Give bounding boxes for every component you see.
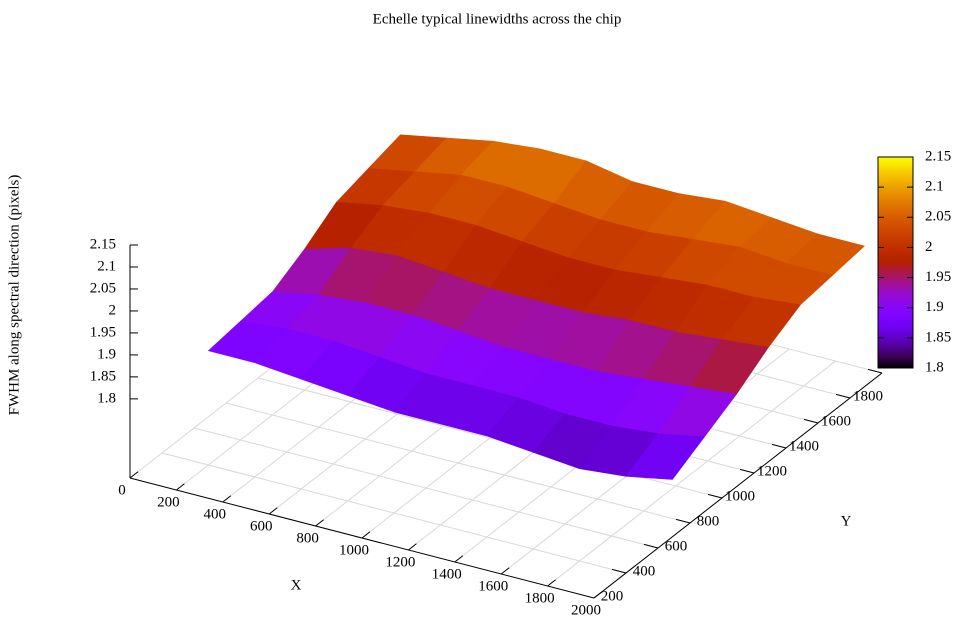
x-tick-label: 600 bbox=[250, 518, 273, 534]
x-tick bbox=[408, 543, 417, 551]
colorbar-tick-label: 1.85 bbox=[925, 329, 951, 345]
y-tick bbox=[707, 493, 723, 499]
x-tick-label: 400 bbox=[204, 506, 227, 522]
annotations: 0200400600800100012001400160018002000200… bbox=[90, 148, 952, 618]
grid-line bbox=[193, 427, 659, 549]
y-tick-label: 1400 bbox=[789, 438, 819, 454]
y-tick bbox=[803, 418, 819, 424]
x-tick-label: 800 bbox=[296, 530, 319, 546]
z-axis-label: FWHM along spectral direction (pixels) bbox=[6, 175, 22, 416]
y-axis bbox=[593, 372, 883, 599]
z-tick-label: 2 bbox=[109, 302, 117, 318]
y-tick-label: 1600 bbox=[821, 413, 851, 429]
y-tick-label: 400 bbox=[633, 563, 656, 579]
colorbar-tick-label: 2.05 bbox=[925, 209, 951, 225]
x-tick bbox=[454, 555, 464, 563]
x-tick-label: 1800 bbox=[525, 590, 555, 606]
x-tick-label: 1400 bbox=[432, 566, 462, 582]
grid-line bbox=[225, 402, 691, 524]
y-tick bbox=[739, 468, 755, 474]
y-tick bbox=[611, 568, 627, 574]
x-tick bbox=[129, 471, 139, 479]
grid-line bbox=[257, 377, 723, 499]
x-tick-label: 200 bbox=[157, 494, 180, 510]
y-tick bbox=[675, 518, 691, 524]
x-tick-label: 1600 bbox=[478, 578, 508, 594]
x-tick-label: 2000 bbox=[571, 602, 601, 618]
x-tick-label: 1200 bbox=[385, 554, 415, 570]
colorbar-tick-label: 1.8 bbox=[925, 359, 944, 375]
y-tick-label: 800 bbox=[697, 513, 720, 529]
colorbar-tick-label: 1.95 bbox=[925, 269, 951, 285]
y-tick bbox=[835, 393, 851, 399]
y-tick bbox=[867, 368, 883, 374]
surface bbox=[208, 134, 865, 480]
chart-title: Echelle typical linewidths across the ch… bbox=[373, 11, 622, 27]
x-tick bbox=[176, 483, 185, 491]
grid-line bbox=[547, 360, 836, 587]
x-tick bbox=[593, 591, 603, 599]
y-tick-label: 200 bbox=[601, 588, 624, 604]
y-tick-label: 1000 bbox=[725, 488, 755, 504]
x-tick bbox=[268, 507, 278, 515]
x-tick bbox=[361, 531, 371, 539]
z-tick-label: 2.1 bbox=[97, 258, 116, 274]
z-tick-label: 1.95 bbox=[90, 324, 116, 340]
colorbar-tick-label: 1.9 bbox=[925, 299, 944, 315]
x-tick bbox=[315, 519, 324, 527]
y-tick bbox=[771, 443, 787, 449]
y-tick-label: 600 bbox=[665, 538, 688, 554]
x-tick bbox=[547, 579, 556, 587]
z-tick-label: 1.9 bbox=[97, 346, 116, 362]
colorbar bbox=[877, 156, 914, 369]
y-tick-label: 1800 bbox=[853, 388, 883, 404]
colorbar-tick-label: 2.1 bbox=[925, 179, 944, 195]
colorbar-tick-label: 2.15 bbox=[925, 148, 951, 164]
surface-patch bbox=[625, 433, 705, 480]
y-tick bbox=[643, 543, 659, 549]
y-tick-label: 1200 bbox=[757, 463, 787, 479]
colorbar-tick-label: 2 bbox=[925, 239, 933, 255]
x-axis-label: X bbox=[291, 577, 302, 593]
z-tick-label: 1.8 bbox=[97, 390, 116, 406]
z-tick-label: 2.15 bbox=[90, 236, 116, 252]
z-tick-label: 1.85 bbox=[90, 368, 116, 384]
z-tick-label: 2.05 bbox=[90, 280, 116, 296]
x-tick bbox=[222, 495, 232, 503]
x-tick-label: 1000 bbox=[339, 542, 369, 558]
x-tick-label: 0 bbox=[118, 482, 126, 498]
y-axis-label: Y bbox=[841, 513, 852, 529]
grid-line bbox=[161, 452, 627, 574]
x-tick bbox=[500, 567, 510, 575]
